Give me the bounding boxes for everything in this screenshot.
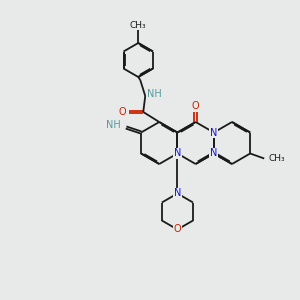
Text: O: O [192,101,200,111]
Text: O: O [174,224,181,235]
Text: NH: NH [106,121,121,130]
Text: CH₃: CH₃ [268,154,285,163]
Text: NH: NH [147,89,162,99]
Text: N: N [210,148,218,158]
Text: N: N [174,188,181,199]
Text: N: N [210,128,218,137]
Text: N: N [210,128,218,137]
Text: O: O [118,107,126,117]
Text: CH₃: CH₃ [130,20,147,29]
Text: N: N [174,148,181,158]
